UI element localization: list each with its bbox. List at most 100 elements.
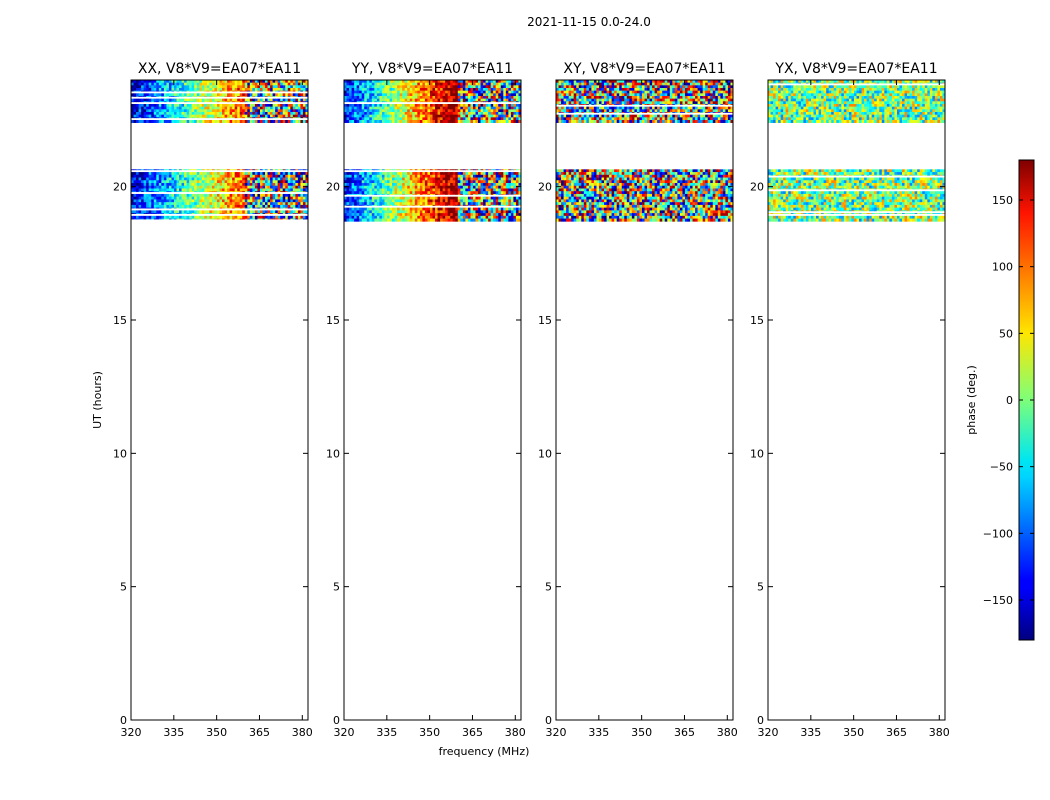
heatmap-cell: [508, 196, 512, 200]
heatmap-cell: [404, 120, 408, 123]
heatmap-cell: [158, 90, 162, 92]
heatmap-cell: [201, 85, 205, 89]
heatmap-cell: [422, 117, 426, 121]
heatmap-cell: [399, 213, 403, 217]
heatmap-cell: [209, 101, 213, 103]
heatmap-cell: [480, 114, 484, 118]
heatmap-cell: [189, 117, 193, 119]
x-tick-label: 350: [419, 726, 440, 739]
heatmap-cell: [475, 185, 479, 189]
heatmap-cell: [447, 169, 451, 171]
heatmap-cell: [351, 177, 355, 181]
heatmap-cell: [209, 202, 213, 206]
heatmap-cell: [287, 80, 291, 83]
heatmap-cell: [300, 183, 304, 187]
heatmap-cell: [354, 117, 358, 121]
heatmap-cell: [275, 82, 279, 86]
heatmap-cell: [518, 82, 521, 86]
heatmap-cell: [211, 218, 215, 220]
heatmap-cell: [214, 101, 218, 103]
heatmap-cell: [402, 199, 406, 203]
heatmap-cell: [247, 120, 251, 123]
heatmap-cell: [384, 169, 388, 171]
heatmap-cell: [176, 218, 180, 220]
heatmap-cell: [186, 215, 190, 219]
heatmap-cell: [179, 193, 182, 197]
heatmap-cell: [181, 98, 185, 102]
heatmap-cell: [224, 213, 228, 214]
heatmap-cell: [429, 210, 433, 214]
heatmap-cell: [351, 180, 355, 184]
heatmap-cell: [196, 96, 200, 97]
heatmap-cell: [480, 188, 484, 192]
heatmap-cell: [379, 215, 383, 219]
heatmap-cell: [515, 193, 519, 195]
heatmap-cell: [513, 169, 517, 171]
heatmap-cell: [285, 80, 289, 83]
heatmap-cell: [186, 204, 190, 208]
heatmap-cell: [257, 213, 261, 214]
heatmap-cell: [495, 193, 499, 195]
heatmap-cell: [414, 210, 418, 214]
heatmap-cell: [184, 215, 188, 219]
heatmap-cell: [351, 196, 355, 200]
heatmap-cell: [277, 101, 281, 103]
heatmap-cell: [369, 93, 373, 97]
heatmap-cell: [206, 215, 210, 219]
heatmap-cell: [262, 109, 266, 113]
heatmap-cell: [435, 114, 438, 118]
heatmap-cell: [518, 215, 521, 219]
heatmap-cell: [191, 93, 195, 97]
heatmap-cell: [199, 109, 203, 113]
heatmap-cell: [237, 112, 241, 115]
heatmap-cell: [495, 180, 499, 184]
heatmap-cell: [371, 177, 375, 181]
heatmap-cell: [232, 90, 236, 92]
heatmap-cell: [397, 82, 401, 86]
heatmap-cell: [505, 174, 509, 178]
heatmap-cell: [404, 207, 408, 211]
heatmap-cell: [211, 199, 215, 203]
heatmap-cell: [419, 117, 423, 121]
heatmap-cell: [254, 109, 258, 113]
heatmap-cell: [163, 93, 167, 97]
heatmap-cell: [262, 98, 266, 102]
heatmap-cell: [156, 106, 160, 110]
heatmap-cell: [201, 114, 205, 118]
heatmap-cell: [222, 106, 225, 110]
heatmap-cell: [282, 88, 286, 91]
heatmap-cell: [379, 204, 383, 206]
heatmap-cell: [244, 207, 248, 209]
heatmap-cell: [445, 193, 449, 195]
heatmap-cell: [249, 109, 253, 113]
heatmap-cell: [191, 104, 195, 107]
heatmap-cell: [201, 120, 205, 123]
heatmap-cell: [402, 196, 406, 200]
heatmap-cell: [470, 80, 474, 83]
heatmap-cell: [498, 109, 502, 113]
heatmap-cell: [361, 85, 365, 89]
heatmap-cell: [422, 218, 426, 222]
heatmap-cell: [490, 117, 494, 121]
heatmap-cell: [376, 172, 380, 176]
heatmap-cell: [211, 117, 215, 119]
heatmap-cell: [374, 112, 378, 115]
heatmap-cell: [515, 82, 519, 86]
heatmap-cell: [503, 109, 507, 113]
heatmap-cell: [478, 172, 481, 176]
heatmap-cell: [222, 199, 225, 203]
heatmap-cell: [404, 188, 408, 192]
heatmap-cell: [285, 199, 289, 203]
heatmap-cell: [381, 196, 385, 200]
heatmap-cell: [216, 183, 220, 187]
heatmap-cell: [460, 109, 464, 113]
heatmap-cell: [488, 196, 492, 200]
heatmap-cell: [480, 183, 484, 187]
heatmap-cell: [480, 169, 484, 171]
heatmap-cell: [141, 112, 145, 115]
heatmap-cell: [369, 112, 373, 115]
heatmap-cell: [412, 191, 416, 195]
heatmap-cell: [297, 207, 301, 209]
heatmap-cell: [407, 191, 411, 195]
heatmap-cell: [397, 120, 401, 123]
